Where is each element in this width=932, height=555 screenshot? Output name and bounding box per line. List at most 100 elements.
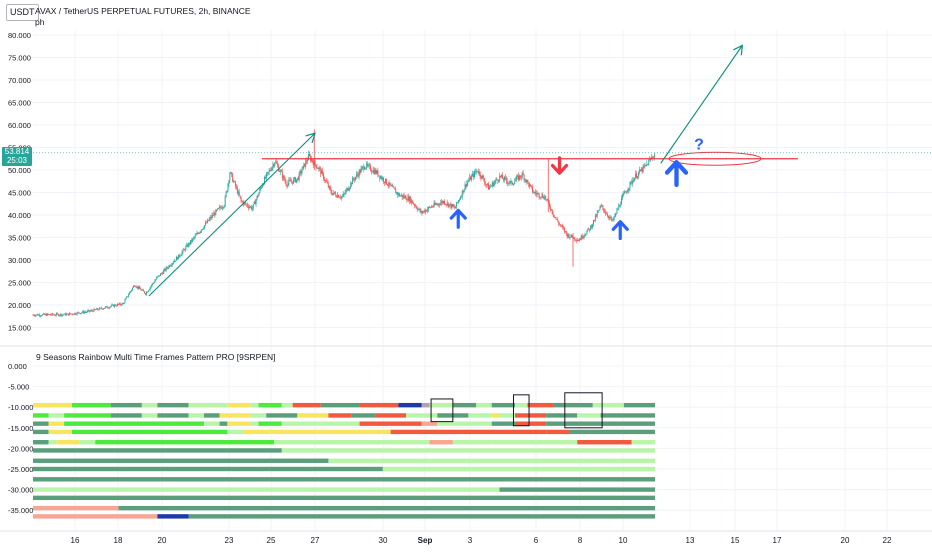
candle-body [271, 167, 273, 171]
candle-body [377, 170, 379, 177]
indicator-axis: 0.000 -5.000 -10.000 -15.000 -20.000 -25.000 -… [8, 362, 33, 515]
candle-body [392, 186, 394, 188]
candle-body [270, 170, 272, 172]
candle-body [239, 195, 241, 198]
candle-body [288, 179, 290, 183]
candle-body [247, 204, 249, 207]
candle-body [510, 180, 512, 182]
candle-body [174, 260, 176, 263]
candle-body [146, 291, 147, 295]
candle-body [251, 208, 253, 210]
candle-body [64, 313, 66, 315]
indicator-bar-segment [515, 413, 547, 418]
candle-body [211, 215, 213, 219]
symbol-badge[interactable]: USDT [6, 4, 39, 21]
time-axis-label: 6 [534, 536, 539, 545]
candle-body [474, 171, 475, 177]
candle-body [197, 232, 199, 234]
candle-body [184, 249, 186, 251]
candle-body [34, 315, 36, 317]
candle-body [230, 172, 232, 174]
candle-body [350, 182, 352, 188]
annotation-arrows [449, 156, 689, 241]
indicator-bar-segment [48, 413, 65, 418]
time-axis-label: 3 [468, 536, 473, 545]
candle-body [362, 166, 364, 168]
candle-body [645, 164, 647, 166]
candle-body [59, 313, 61, 316]
candle-body [160, 273, 161, 276]
candle-body [569, 237, 571, 239]
candle-body [408, 196, 410, 202]
candle-body [342, 193, 344, 197]
candle-body [156, 277, 158, 280]
symbol-title: AVAX / TetherUS PERPETUAL FUTURES, 2h, B… [35, 6, 251, 16]
candle-body [543, 197, 545, 199]
candle-body [626, 190, 628, 193]
time-axis-label: 10 [619, 536, 628, 545]
candle-body [477, 171, 479, 174]
candle-body [556, 219, 558, 220]
candle-body [418, 208, 420, 210]
candle-body [586, 231, 588, 235]
candle-body [593, 219, 594, 225]
candle-body [176, 257, 177, 261]
candle-body [630, 181, 632, 183]
candle-body [343, 193, 345, 195]
candle-body [132, 285, 134, 288]
candle-body [83, 311, 85, 314]
candle-body [605, 211, 607, 214]
time-axis-label: 16 [71, 536, 80, 545]
candle-body [608, 217, 610, 219]
candle-body [523, 174, 525, 181]
candle-body [146, 291, 148, 293]
candle-body [122, 303, 124, 305]
candle-body [40, 315, 42, 317]
candle-body [639, 169, 641, 172]
candle-body [314, 160, 316, 165]
candle-body [324, 179, 325, 181]
candle-body [225, 192, 227, 197]
candle-body [524, 179, 526, 181]
indicator-bar-segment [33, 514, 158, 519]
candle-body [46, 313, 48, 316]
candle-body [167, 267, 169, 269]
candle-body [68, 313, 70, 316]
candle-body [346, 188, 348, 191]
candle-body [539, 197, 541, 198]
candle-body [506, 180, 508, 184]
candle-body [301, 170, 303, 174]
candle-body [126, 296, 128, 299]
indicator-bar-segment [33, 466, 383, 472]
indicator-bar-segment [491, 421, 516, 426]
down-arrow-icon [550, 156, 569, 175]
candle-body [332, 193, 334, 195]
indicator-bar-segment [250, 421, 259, 426]
time-axis-label: 15 [731, 536, 740, 545]
candle-body [566, 233, 568, 237]
candle-body [613, 216, 615, 220]
candle-body [189, 243, 191, 245]
candle-body [559, 224, 561, 225]
time-axis-label: 20 [158, 536, 167, 545]
bar-countdown: 25:03 [6, 156, 28, 165]
indicator-bar-segment [219, 413, 251, 418]
candle-body [446, 202, 448, 205]
candle-body [585, 234, 587, 235]
candle-body [374, 170, 376, 174]
candle-body [330, 188, 332, 193]
candle-body [424, 210, 426, 213]
candle-body [70, 313, 72, 315]
candle-body [183, 249, 185, 251]
indicator-bar-segment [281, 421, 360, 426]
candle-body [304, 163, 306, 167]
indicator-bar-segment [188, 413, 205, 418]
candle-body [224, 196, 226, 206]
candle-body [590, 225, 592, 231]
candle-body [542, 194, 544, 198]
candle-body [399, 193, 400, 197]
last-price-value: 53.814 [4, 147, 30, 156]
candle-body [49, 314, 51, 316]
candle-body [35, 315, 37, 316]
